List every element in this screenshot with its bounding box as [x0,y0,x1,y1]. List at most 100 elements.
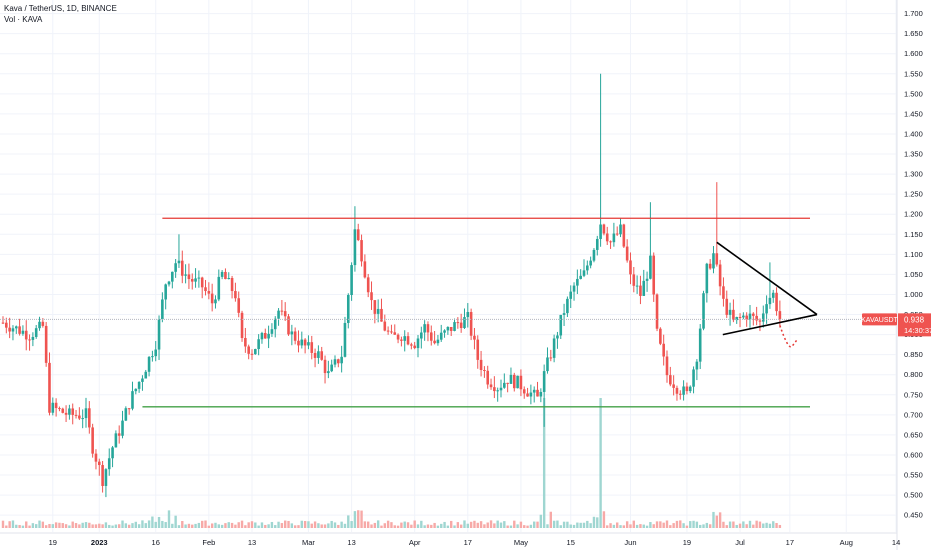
volume-bar [775,522,778,528]
volume-bar [303,520,307,528]
volume-bar [503,521,506,528]
candle-body [506,382,509,384]
candle-body [708,263,712,269]
candle-body [151,356,154,358]
volume-bar [393,525,396,528]
candle-body [363,261,367,278]
volume-bar [244,525,247,528]
candle-body [390,331,393,333]
candle-body [639,285,642,296]
volume-bar [357,510,360,528]
candle-body [745,315,748,320]
volume-bar [612,524,616,528]
volume-bar [41,521,45,528]
volume-bar [15,524,18,528]
candle-body [137,381,141,389]
price-badge[interactable] [898,313,931,337]
volume-bar [207,525,211,528]
volume-bar [566,521,569,528]
volume-bar [652,524,655,528]
volume-bar [546,524,549,528]
volume-bar [625,521,629,528]
volume-bar [473,520,476,528]
volume-bar [539,514,543,528]
ticker-badge[interactable] [862,313,897,326]
volume-bar [562,521,566,528]
volume-bar [134,521,137,528]
candle-body [669,375,672,385]
candle-body [589,260,592,266]
volume-bar [220,524,224,528]
volume-bar [433,522,436,528]
volume-bar [689,521,692,528]
volume-bar [74,523,78,528]
volume-bar [141,520,144,528]
triangle-lower-line[interactable] [722,313,818,336]
candle-body [735,316,739,321]
volume-bar [101,524,104,528]
candle-body [512,374,516,389]
volume-bar [735,524,738,528]
volume-bar [197,522,201,528]
candle-body [260,332,264,340]
volume-bar [559,525,562,528]
candle-body [71,408,75,415]
candle-body [519,375,523,390]
volume-bar [609,523,612,528]
candle-body [732,309,735,321]
volume-bar [174,515,177,528]
candle-body [420,332,423,339]
candle-body [572,285,576,292]
candle-body [698,328,702,362]
candle-body [410,344,413,346]
volume-bar [28,525,31,528]
price-tick-label: 0.750 [904,390,923,399]
candle-body [1,322,5,324]
symbol-title[interactable]: Kava / TetherUS, 1D, BINANCE [4,4,117,13]
volume-bar [327,523,330,528]
volume-bar [167,510,171,528]
volume-bar [217,524,220,528]
time-tick-label: 2023 [91,538,108,547]
volume-bar [768,523,772,528]
time-tick-label: 15 [567,538,575,547]
volume-bar [127,524,131,528]
candle-body [765,304,768,314]
candle-body [300,339,304,346]
candle-body [64,412,68,415]
candle-body [307,342,310,346]
volume-bar [54,522,58,528]
price-tick-label: 1.150 [904,230,923,239]
candle-body [28,339,31,341]
projection-path[interactable] [779,325,799,348]
volume-bar [639,524,642,528]
candle-body [5,322,8,328]
candle-body [692,369,695,387]
candle-body [293,331,297,341]
volume-bar [712,511,715,528]
candle-body [171,271,174,282]
price-tick-label: 1.200 [904,210,923,219]
volume-bar [702,524,705,528]
volume-bar [290,523,294,528]
candle-body [556,335,559,339]
volume-bar [376,520,380,528]
candle-body [619,224,622,235]
candle-body [406,336,410,345]
candle-body [48,362,51,413]
candle-body [473,335,476,340]
candle-body [154,349,158,357]
candle-body [297,340,300,346]
candle-body [483,370,486,372]
volume-bar [665,520,669,528]
candle-body [459,322,463,329]
volume-bar [287,520,290,528]
candle-body [190,279,194,282]
volume-bar [154,521,157,528]
candle-body [34,328,38,337]
volume-indicator-label[interactable]: Vol · KAVA [4,15,43,24]
triangle-upper-line[interactable] [716,241,818,316]
candle-body [586,265,589,271]
